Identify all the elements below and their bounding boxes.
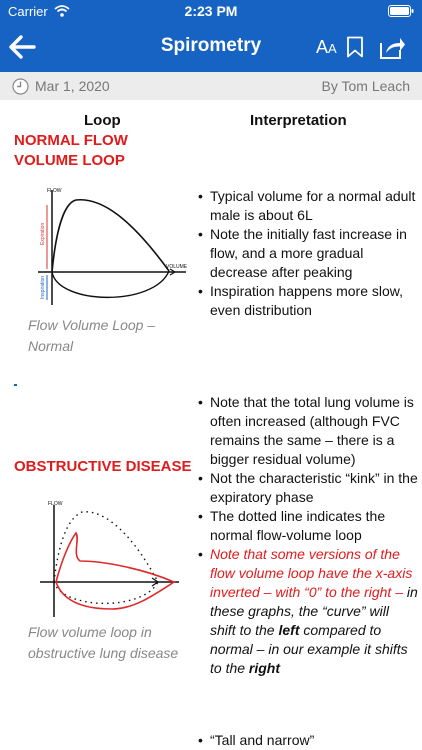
list-item: Typical volume for a normal adult male i…	[198, 187, 418, 225]
app-header: Carrier 2:23 PM Spirometry AA	[0, 0, 422, 72]
flow-axis-label: FLOW	[47, 188, 62, 194]
bookmark-icon[interactable]	[346, 36, 364, 58]
list-item: Not the characteristic “kink” in the exp…	[198, 469, 418, 507]
inspiration-label: Inspiration	[40, 276, 46, 299]
loop-column-header: Loop	[84, 112, 121, 129]
battery-icon	[388, 5, 414, 17]
note-text: compared to normal – in our example it s…	[210, 622, 408, 676]
clock-icon	[12, 78, 29, 95]
flow-axis-label: FLOW	[48, 501, 63, 507]
inverted-axis-note: Note that some versions of the flow volu…	[210, 546, 413, 600]
note-right: right	[248, 660, 281, 676]
status-bar: Carrier 2:23 PM	[0, 0, 422, 22]
back-arrow-icon[interactable]	[6, 32, 38, 62]
list-item: Note that some versions of the flow volu…	[198, 545, 418, 678]
share-icon[interactable]	[378, 34, 406, 60]
text-size-button[interactable]: AA	[316, 37, 337, 57]
obstructive-flow-volume-graph: FLOW	[40, 501, 179, 617]
navigation-bar: Spirometry AA	[0, 22, 422, 72]
note-left: left	[278, 622, 300, 638]
note-text: in these graphs, the “curve” will shift …	[210, 584, 418, 638]
article-date: Mar 1, 2020	[35, 78, 110, 94]
restrictive-interpretation-list: “Tall and narrow”	[198, 731, 418, 750]
wifi-icon	[54, 5, 70, 17]
obstructive-interpretation-list: Note that the total lung volume is often…	[198, 393, 418, 678]
list-item: “Tall and narrow”	[198, 731, 418, 750]
status-time: 2:23 PM	[184, 3, 238, 19]
volume-axis-label: VOLUME	[166, 264, 188, 270]
normal-graph-caption: Flow Volume Loop – Normal	[28, 317, 156, 354]
article-author: By Tom Leach	[321, 78, 410, 94]
list-item: Note that the total lung volume is often…	[198, 393, 418, 469]
list-item: Inspiration happens more slow, even dist…	[198, 282, 418, 320]
page-title: Spirometry	[160, 35, 262, 56]
obstructive-section-title: OBSTRUCTIVE DISEASE	[14, 458, 192, 475]
interpretation-column-header: Interpretation	[250, 112, 347, 129]
normal-section-title: NORMAL FLOW VOLUME LOOP	[14, 132, 128, 169]
article-meta-bar: Mar 1, 2020 By Tom Leach	[0, 72, 422, 100]
expiration-label: Expiration	[40, 223, 46, 245]
small-blue-mark	[14, 384, 17, 386]
obstructive-graph-caption: Flow volume loop in obstructive lung dis…	[28, 624, 179, 661]
carrier-label: Carrier	[8, 4, 48, 19]
list-item: Note the initially fast increase in flow…	[198, 225, 418, 282]
normal-interpretation-list: Typical volume for a normal adult male i…	[198, 187, 418, 320]
normal-flow-volume-graph: FLOW VOLUME Expiration Inspiration	[38, 188, 188, 305]
list-item: The dotted line indicates the normal flo…	[198, 507, 418, 545]
